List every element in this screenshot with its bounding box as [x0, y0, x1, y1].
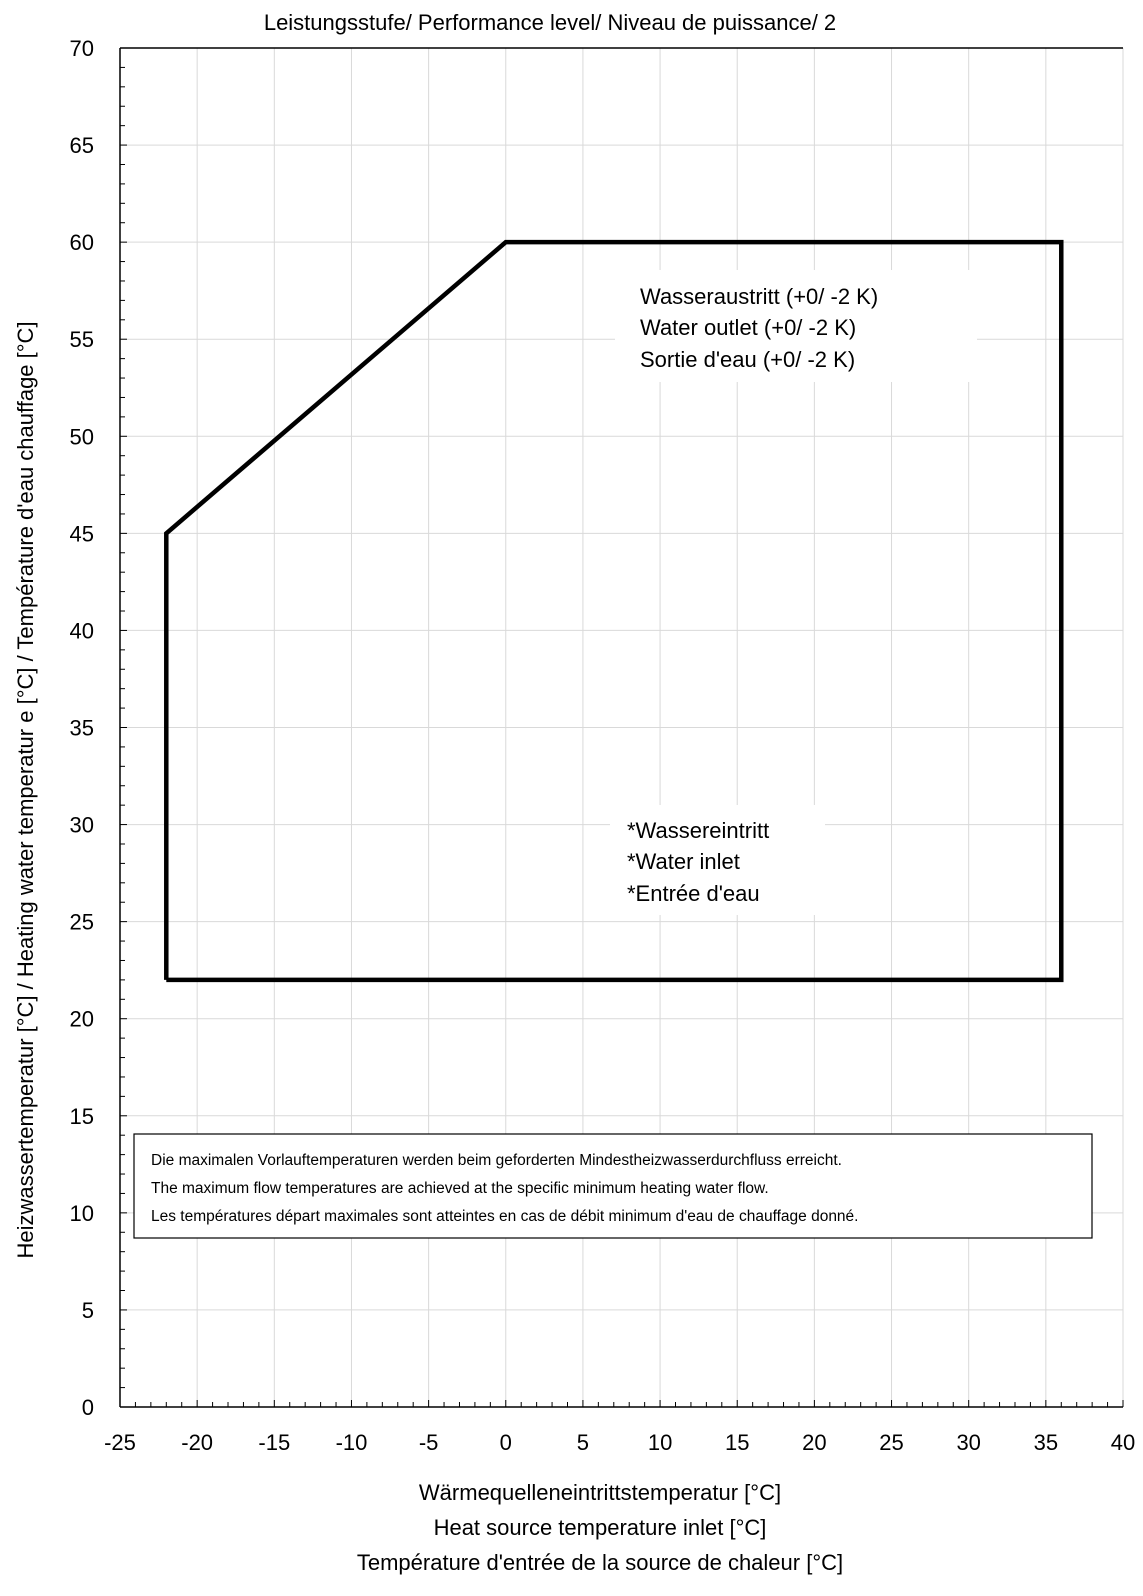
x-tick-label: -15: [258, 1430, 290, 1455]
x-tick-label: 0: [500, 1430, 512, 1455]
water-outlet-annotation-background: [615, 270, 977, 382]
y-tick-label: 65: [70, 133, 94, 158]
y-tick-label: 35: [70, 716, 94, 741]
x-axis-label-line-2: Heat source temperature inlet [°C]: [434, 1515, 767, 1540]
water-outlet-line-2: Water outlet (+0/ -2 K): [640, 315, 856, 340]
y-tick-label: 70: [70, 36, 94, 61]
x-tick-label: 25: [879, 1430, 903, 1455]
x-tick-label: 15: [725, 1430, 749, 1455]
y-tick-label: 55: [70, 327, 94, 352]
x-tick-label: 20: [802, 1430, 826, 1455]
y-tick-label: 60: [70, 230, 94, 255]
y-tick-label: 25: [70, 910, 94, 935]
axes: [119, 47, 1124, 1408]
x-tick-label: 5: [577, 1430, 589, 1455]
water-outlet-line-1: Wasseraustritt (+0/ -2 K): [640, 284, 878, 309]
x-tick-label: 35: [1034, 1430, 1058, 1455]
flow-note-line-1: Die maximalen Vorlauftemperaturen werden…: [151, 1152, 842, 1169]
y-tick-label: 20: [70, 1007, 94, 1032]
water-inlet-line-1: *Wassereintritt: [627, 818, 769, 843]
x-tick-label: -10: [336, 1430, 368, 1455]
y-tick-label: 40: [70, 618, 94, 643]
x-tick-label: 10: [648, 1430, 672, 1455]
y-tick-label: 5: [82, 1298, 94, 1323]
y-tick-label: 0: [82, 1395, 94, 1420]
x-tick-label: -20: [181, 1430, 213, 1455]
x-tick-label: -5: [419, 1430, 439, 1455]
x-axis-label-line-1: Wärmequelleneintrittstemperatur [°C]: [419, 1480, 781, 1505]
y-tick-label: 45: [70, 521, 94, 546]
x-tick-label: -25: [104, 1430, 136, 1455]
y-tick-label: 50: [70, 424, 94, 449]
x-tick-labels: -25 -20 -15 -10 -5 0 5 10 15 20 25 30 35 40: [104, 1430, 1135, 1455]
envelope-series: [164, 239, 1064, 983]
flow-note-border: [133, 1133, 1093, 1239]
y-tick-label: 10: [70, 1201, 94, 1226]
water-inlet-line-2: *Water inlet: [627, 849, 740, 874]
water-outlet-line-3: Sortie d'eau (+0/ -2 K): [640, 347, 855, 372]
water-inlet-line-3: *Entrée d'eau: [627, 881, 760, 906]
x-tick-label: 30: [956, 1430, 980, 1455]
y-tick-labels: 0 5 10 15 20 25 30 35 40 45 50 55 60 65 70: [70, 36, 94, 1420]
flow-note-box: Die maximalen Vorlauftemperaturen werden…: [133, 1133, 1093, 1239]
x-axis-label: Wärmequelleneintrittstemperatur [°C] Hea…: [357, 1480, 843, 1575]
water-inlet-annotation: *Wassereintritt *Water inlet *Entrée d'e…: [610, 805, 825, 915]
flow-note-line-2: The maximum flow temperatures are achiev…: [151, 1180, 769, 1197]
y-axis-label: Heizwassertemperatur [°C] / Heating wate…: [13, 321, 38, 1258]
y-tick-label: 30: [70, 813, 94, 838]
water-inlet-annotation-background: [610, 805, 825, 915]
water-outlet-annotation: Wasseraustritt (+0/ -2 K) Water outlet (…: [615, 270, 977, 382]
y-tick-label: 15: [70, 1104, 94, 1129]
chart-title: Leistungsstufe/ Performance level/ Nivea…: [264, 10, 836, 35]
envelope-line: [164, 239, 1064, 983]
x-tick-label: 40: [1111, 1430, 1135, 1455]
x-axis-label-line-3: Température d'entrée de la source de cha…: [357, 1550, 843, 1575]
flow-note-line-3: Les températures départ maximales sont a…: [151, 1208, 858, 1225]
